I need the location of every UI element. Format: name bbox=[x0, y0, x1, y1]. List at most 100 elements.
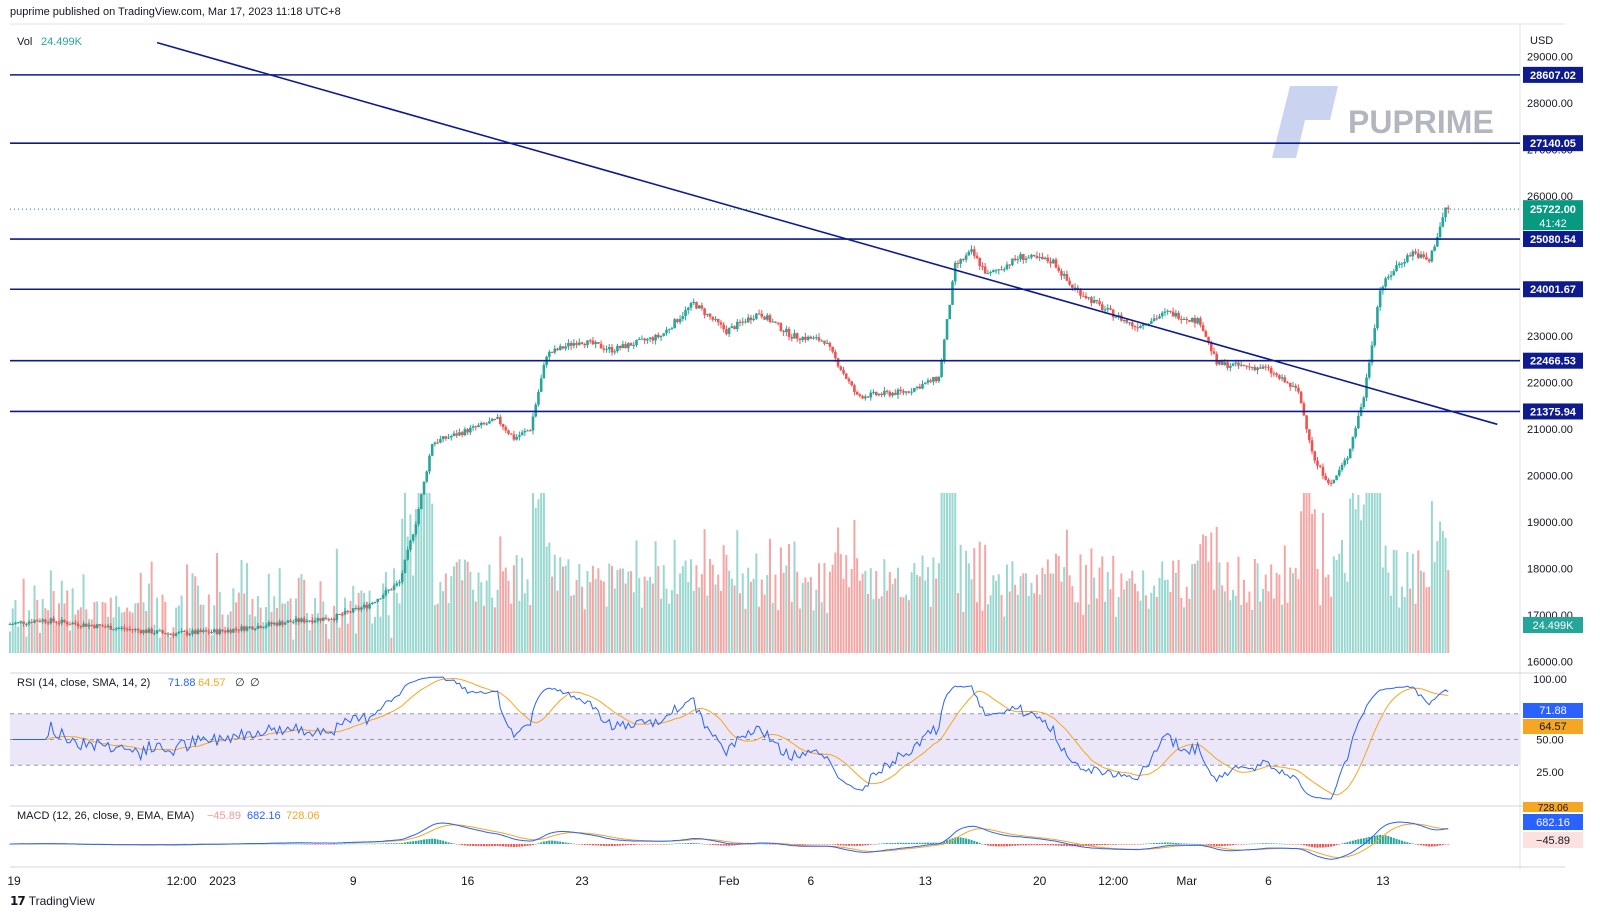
macd-hist-bar bbox=[995, 844, 998, 847]
candle-body bbox=[1193, 317, 1197, 324]
candle-body bbox=[16, 622, 20, 624]
volume-bar bbox=[521, 557, 524, 653]
candle-body bbox=[817, 337, 821, 341]
macd-hist-bar bbox=[812, 844, 815, 845]
macd-hist-bar bbox=[409, 841, 412, 844]
macd-hist-bar bbox=[561, 842, 564, 844]
candle-body bbox=[1269, 368, 1273, 374]
volume-bar bbox=[79, 607, 82, 653]
candle-body bbox=[866, 396, 870, 398]
candle-body bbox=[539, 378, 543, 392]
macd-hist-bar bbox=[526, 844, 529, 846]
last-price-badge-bg bbox=[1523, 200, 1583, 231]
candle-body bbox=[1122, 319, 1126, 321]
macd-hist-bar bbox=[978, 842, 981, 844]
candle-body bbox=[1133, 326, 1137, 328]
candle-body bbox=[986, 273, 990, 275]
candle-body bbox=[937, 376, 941, 382]
macd-hist-bar bbox=[161, 843, 164, 845]
rsi-badge-bg bbox=[1523, 703, 1583, 718]
volume-bar bbox=[455, 562, 458, 653]
candle-body bbox=[215, 629, 219, 635]
volume-bar bbox=[1360, 520, 1363, 653]
candle-body bbox=[730, 326, 734, 329]
candle-body bbox=[613, 351, 617, 353]
volume-bar bbox=[837, 527, 840, 653]
candle-body bbox=[155, 630, 159, 634]
volume-bar bbox=[393, 568, 396, 653]
candle-body bbox=[1253, 367, 1257, 371]
candle-body bbox=[537, 391, 540, 405]
macd-hist-bar bbox=[1131, 844, 1134, 845]
macd-hist-bar bbox=[529, 844, 532, 846]
macd-hist-bar bbox=[322, 844, 325, 845]
candle-body bbox=[316, 618, 320, 621]
volume-bars bbox=[9, 493, 1450, 653]
tradingview-brand[interactable]: 𝟭𝟳 TradingView bbox=[10, 894, 95, 908]
candle-body bbox=[621, 344, 625, 349]
macd-hist-bar bbox=[1054, 844, 1057, 846]
volume-bar bbox=[752, 578, 755, 653]
candle-body bbox=[346, 610, 350, 612]
macd-hist-bar bbox=[1065, 844, 1068, 847]
volume-bar bbox=[28, 610, 31, 653]
volume-bar bbox=[545, 546, 548, 653]
candle-body bbox=[1294, 385, 1298, 388]
candle-body bbox=[618, 345, 622, 349]
candle-body bbox=[1114, 316, 1118, 318]
macd-hist-bar bbox=[147, 844, 150, 845]
candle-body bbox=[746, 317, 750, 323]
candle-body bbox=[755, 313, 758, 319]
macd-hist-bar bbox=[379, 843, 382, 845]
macd-hist-bar bbox=[368, 843, 371, 845]
candle-body bbox=[1297, 387, 1300, 392]
volume-bar bbox=[700, 574, 703, 653]
volume-badge-value: 24.499K bbox=[1533, 620, 1575, 632]
candle-body bbox=[90, 624, 94, 626]
volume-bar bbox=[1300, 511, 1303, 653]
macd-hist-bar bbox=[390, 843, 393, 844]
macd-hist-bar bbox=[864, 844, 867, 846]
candle-body bbox=[697, 305, 701, 309]
volume-bar bbox=[1193, 563, 1196, 653]
macd-hist-bar bbox=[180, 843, 183, 845]
candle-body bbox=[659, 335, 663, 338]
macd-hist-bar bbox=[1016, 844, 1019, 846]
macd-hist-bar bbox=[804, 844, 807, 845]
volume-bar bbox=[758, 606, 761, 653]
volume-bar bbox=[526, 579, 529, 653]
candle-body bbox=[477, 425, 480, 428]
horizontal-levels[interactable] bbox=[10, 74, 1520, 413]
macd-hist-bar bbox=[760, 843, 763, 845]
volume-bar bbox=[1311, 513, 1314, 653]
candle-body bbox=[850, 381, 854, 386]
candle-body bbox=[776, 322, 780, 324]
trendline[interactable] bbox=[156, 41, 1498, 426]
candle-body bbox=[11, 623, 15, 625]
candle-body bbox=[1062, 274, 1066, 276]
candle-body bbox=[1324, 475, 1327, 480]
volume-bar bbox=[831, 564, 834, 653]
macd-hist-bar bbox=[1038, 844, 1041, 846]
macd-hist-bar bbox=[679, 843, 682, 844]
macd-hist-bar bbox=[1210, 844, 1213, 846]
macd-hist-bar bbox=[265, 843, 268, 845]
candle-body bbox=[812, 337, 815, 339]
macd-hist-bar bbox=[719, 844, 722, 846]
candle-body bbox=[975, 255, 979, 258]
candle-body bbox=[591, 340, 595, 345]
volume-bar bbox=[531, 493, 534, 653]
volume-bar bbox=[401, 518, 404, 653]
volume-bar bbox=[1379, 493, 1382, 653]
volume-bar bbox=[670, 590, 673, 653]
macd-hist-bar bbox=[1373, 835, 1376, 844]
puprime-logo-icon bbox=[1272, 86, 1338, 158]
macd-hist-bar bbox=[499, 844, 502, 847]
volume-bar bbox=[548, 542, 551, 653]
macd-hist-bar bbox=[556, 841, 559, 844]
candle-body bbox=[84, 623, 88, 627]
candle-body bbox=[87, 624, 91, 627]
candle-body bbox=[945, 319, 949, 340]
macd-hist-bar bbox=[875, 843, 878, 845]
